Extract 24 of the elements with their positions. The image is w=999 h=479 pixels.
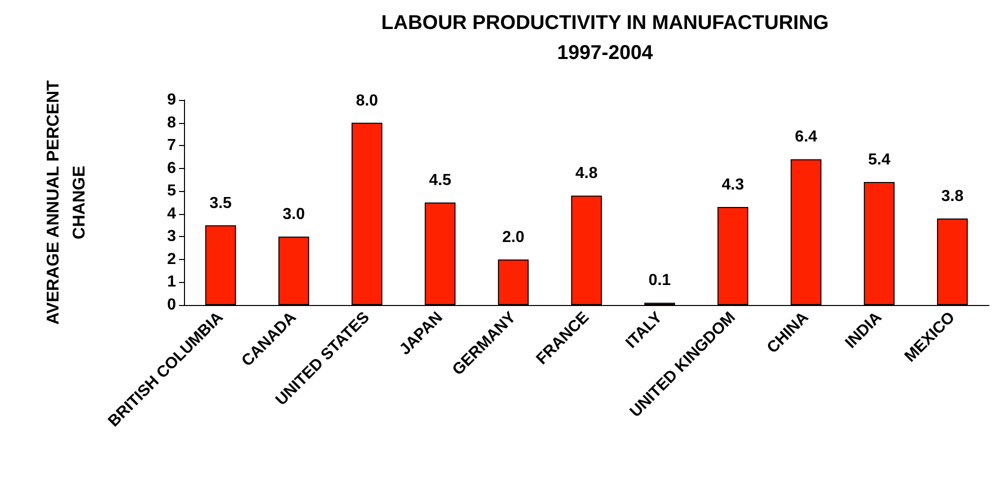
data-label: 2.0 (502, 228, 525, 246)
chart-subtitle: 1997-2004 (557, 42, 654, 64)
y-tick-label: 3 (167, 228, 176, 246)
data-label: 4.8 (575, 165, 598, 182)
y-tick-label: 6 (167, 160, 176, 177)
y-tick-label: 0 (167, 296, 176, 314)
data-label: 0.1 (648, 272, 671, 290)
data-label: 6.4 (794, 128, 818, 146)
data-label: 3.8 (941, 188, 964, 205)
y-tick-label: 9 (167, 92, 176, 108)
y-tick-label: 4 (167, 205, 176, 222)
y-tick-label: 7 (167, 137, 176, 154)
y-tick-label: 1 (167, 274, 176, 291)
data-label: 3.0 (282, 206, 305, 224)
y-tick-label: 5 (167, 182, 176, 200)
y-axis-title: AVERAGE ANNUAL PERCENT CHANGE (44, 80, 88, 325)
chart-title: LABOUR PRODUCTIVITY IN MANUFACTURING (381, 12, 829, 34)
data-label: 3.5 (209, 194, 232, 212)
data-label: 5.4 (868, 152, 890, 168)
y-tick-label: 8 (167, 114, 176, 132)
data-label: 4.3 (722, 176, 744, 194)
y-tick-label: 2 (167, 250, 176, 268)
data-label: 4.5 (429, 172, 452, 189)
data-label: 8.0 (356, 92, 378, 110)
